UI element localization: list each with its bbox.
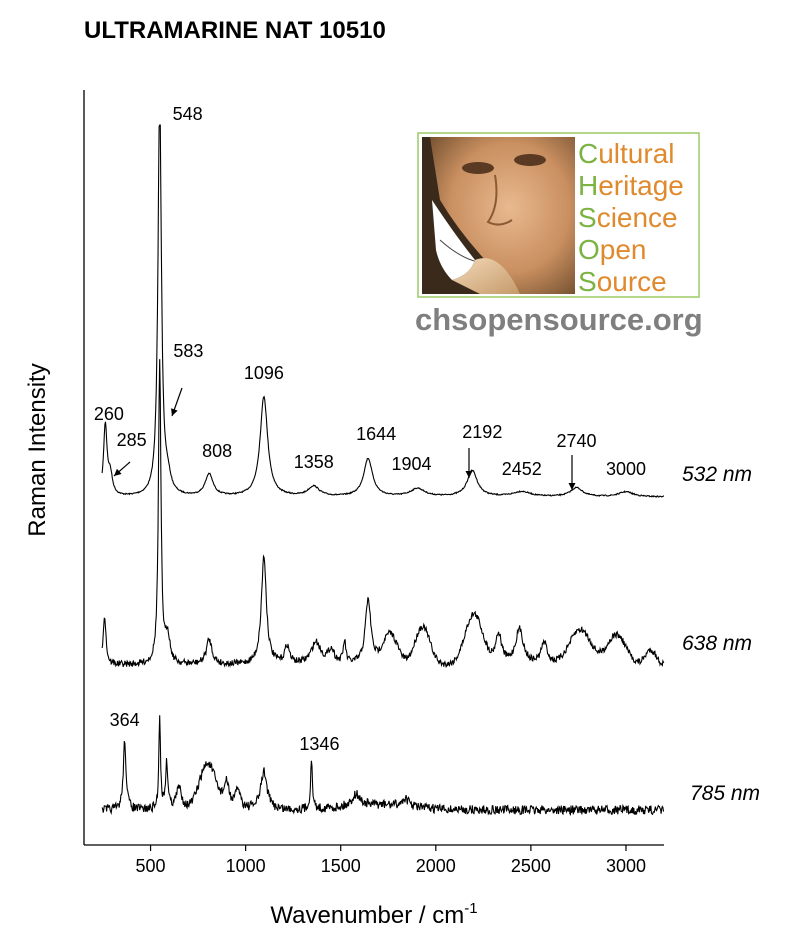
logo-word-initial: C [578,138,598,169]
logo-word-initial: S [578,202,597,233]
logo-word-rest: pen [600,234,647,265]
axes [83,90,664,846]
peak-label: 548 [173,104,203,124]
y-axis-label: Raman Intensity [24,363,51,536]
logo-word-rest: ource [597,266,667,297]
logo-word-rest: cience [597,202,678,233]
peak-label: 285 [117,430,147,450]
x-ticks [149,845,627,851]
x-tick-label: 1000 [226,856,266,876]
x-axis-label: Wavenumber / cm-1 [270,900,477,929]
series-lines [101,124,665,816]
x-tick-label: 2000 [416,856,456,876]
peak-arrowhead [171,408,178,416]
chart-title: ULTRAMARINE NAT 10510 [84,17,386,44]
logo-word-rest: ultural [598,138,674,169]
x-axis-label-text: Wavenumber / cm [270,902,464,929]
peak-label: 1644 [356,424,396,444]
logo-word: Cultural [578,138,675,169]
logo-word-rest: eritage [598,170,684,201]
peak-label: 583 [173,341,203,361]
logo-word: Source [578,266,667,297]
peak-label: 1358 [294,452,334,472]
x-tick-label: 500 [136,856,166,876]
logo-word-initial: S [578,266,597,297]
x-tick-label: 2500 [511,856,551,876]
peak-label: 2192 [462,422,502,442]
peak-label: 1346 [299,734,339,754]
peak-label: 2452 [502,459,542,479]
peak-label: 260 [94,404,124,424]
series-label: 638 nm [682,632,752,655]
peak-arrowhead [465,471,473,478]
x-tick-label: 1500 [321,856,361,876]
x-tick-label: 3000 [606,856,646,876]
portrait-image [422,137,575,294]
peak-label: 3000 [606,459,646,479]
series-label: 785 nm [690,782,760,805]
x-tick-labels: 500 1000 1500 2000 2500 3000 [136,856,646,876]
logo-word-initial: H [578,170,598,201]
logo-word: Science [578,202,678,233]
peak-label: 2740 [557,431,597,451]
peak-label: 1096 [244,363,284,383]
x-axis-label-superscript: -1 [464,900,477,917]
series-line [101,715,665,816]
peak-label: 364 [110,710,140,730]
series-line [101,124,664,498]
peak-arrowhead [568,483,576,490]
logo-word: Heritage [578,170,684,201]
peak-arrowhead [114,468,122,476]
peak-label: 1904 [392,454,432,474]
logo-word-initial: O [578,234,600,265]
series-labels: 532 nm 638 nm 785 nm [682,463,760,805]
logo-word: Open [578,234,647,265]
peak-label: 808 [202,441,232,461]
series-line [101,359,665,668]
series-label: 532 nm [682,463,752,486]
logo-url: chsopensource.org [415,302,703,337]
